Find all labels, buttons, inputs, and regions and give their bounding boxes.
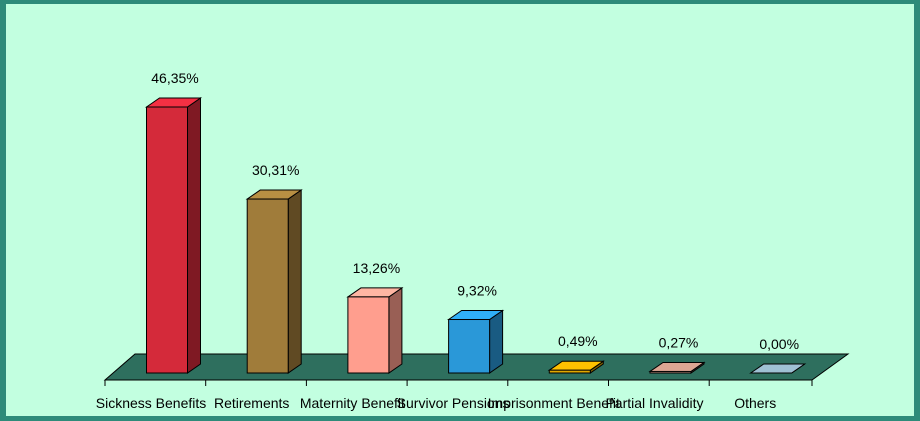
bar-front xyxy=(548,369,591,374)
bar-front xyxy=(246,198,289,374)
x-tick-label: Sickness Benefits xyxy=(96,395,207,411)
x-tick-label: Partial Invalidity xyxy=(605,395,703,411)
x-tick-label: Maternity Benefit xyxy=(300,395,405,411)
bar xyxy=(547,360,605,374)
bar-front xyxy=(347,296,390,374)
bar xyxy=(446,309,505,374)
bar xyxy=(245,189,303,374)
bar-side xyxy=(388,286,403,374)
bar-top xyxy=(749,363,807,374)
value-label: 30,31% xyxy=(252,162,299,178)
x-tick-label: Imprisonment Benefit xyxy=(488,395,620,411)
bar-front xyxy=(649,370,692,374)
bar-side xyxy=(187,97,201,374)
x-tick-label: Survivor Pensions xyxy=(397,395,510,411)
bar-front xyxy=(146,106,188,374)
value-label: 9,32% xyxy=(457,283,497,299)
value-label: 0,27% xyxy=(659,334,699,350)
bar xyxy=(648,361,706,374)
bar xyxy=(144,97,203,374)
bar xyxy=(346,286,404,374)
bar xyxy=(749,363,807,374)
value-label: 0,49% xyxy=(558,333,598,349)
bar-side xyxy=(489,309,504,374)
bar-front xyxy=(448,319,491,374)
value-label: 0,00% xyxy=(759,336,799,352)
x-tick-label: Retirements xyxy=(214,395,289,411)
value-label: 46,35% xyxy=(151,70,198,86)
x-tick-label: Others xyxy=(734,395,776,411)
value-label: 13,26% xyxy=(353,260,400,276)
bar-side xyxy=(287,189,302,374)
